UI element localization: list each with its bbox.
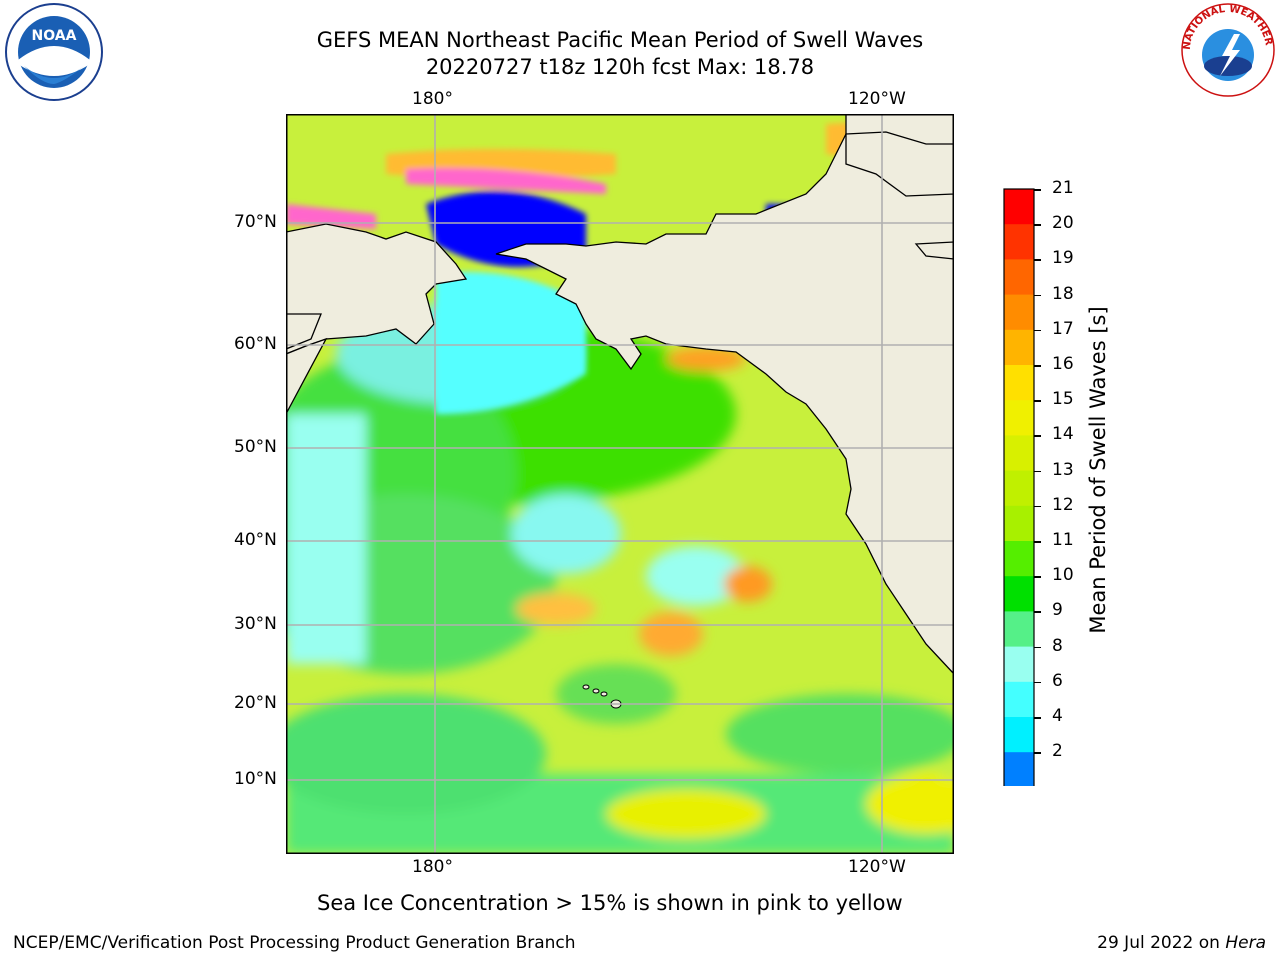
colorbar-segment xyxy=(1004,470,1034,507)
colorbar-tick-mark xyxy=(1034,259,1041,261)
swell-period-map xyxy=(286,114,954,854)
colorbar-tick-mark xyxy=(1034,189,1041,191)
colorbar-tick-label: 12 xyxy=(1052,494,1074,515)
lat-tick-70n: 70°N xyxy=(234,212,277,232)
lat-tick-30n: 30°N xyxy=(234,614,277,634)
colorbar-tick-mark xyxy=(1034,541,1041,543)
colorbar-segment xyxy=(1004,224,1034,260)
lat-tick-20n: 20°N xyxy=(234,693,277,713)
colorbar-tick-label: 13 xyxy=(1052,459,1074,480)
colorbar-tick-label: 15 xyxy=(1052,389,1074,410)
colorbar-segment xyxy=(1004,717,1034,753)
footer-machine: Hera xyxy=(1225,933,1266,953)
colorbar-tick-mark xyxy=(1034,752,1041,754)
swell-period-field xyxy=(286,304,954,854)
colorbar-segment xyxy=(1004,505,1034,542)
lat-tick-40n: 40°N xyxy=(234,530,277,550)
land-mass xyxy=(286,114,954,675)
chart-title: GEFS MEAN Northeast Pacific Mean Period … xyxy=(316,28,924,52)
colorbar-tick-mark xyxy=(1034,505,1041,508)
map-frame xyxy=(286,114,954,854)
lat-tick-10n: 10°N xyxy=(234,769,277,789)
sea-ice-caption: Sea Ice Concentration > 15% is shown in … xyxy=(317,891,903,915)
colorbar-tick-mark xyxy=(1034,435,1041,437)
colorbar-tick-mark xyxy=(1034,329,1041,332)
lon-tick-bottom-180: 180° xyxy=(412,857,453,877)
colorbar-tick-mark xyxy=(1034,224,1041,226)
colorbar-segment xyxy=(1004,646,1034,683)
colorbar-segment xyxy=(1004,681,1034,718)
colorbar-tick-label: 2 xyxy=(1052,741,1063,762)
colorbar-tick-mark xyxy=(1034,681,1041,684)
nws-logo: NATIONAL WEATHER SERVICE xyxy=(1174,0,1278,100)
colorbar-label: Mean Period of Swell Waves [s] xyxy=(1086,306,1110,634)
noaa-logo: NOAA xyxy=(4,2,104,102)
colorbar-tick-mark xyxy=(1034,365,1041,367)
colorbar-tick-label: 14 xyxy=(1052,424,1074,445)
noaa-logo-text: NOAA xyxy=(32,28,77,44)
graticule xyxy=(286,114,954,854)
colorbar-frame xyxy=(1003,188,1035,786)
footer-date: 29 Jul 2022 on Hera xyxy=(1097,933,1266,953)
colorbar-tick-label: 8 xyxy=(1052,635,1063,656)
colorbar-tick-label: 9 xyxy=(1052,600,1063,621)
colorbar-segment xyxy=(1004,259,1034,296)
lat-tick-60n: 60°N xyxy=(234,334,277,354)
colorbar-segment xyxy=(1004,294,1034,331)
colorbar-segment xyxy=(1004,752,1034,786)
colorbar-segment xyxy=(1004,576,1034,612)
colorbar-segment xyxy=(1004,541,1034,577)
colorbar-tick-label: 17 xyxy=(1052,318,1074,339)
colorbar-segment xyxy=(1004,365,1034,401)
lon-tick-top-180: 180° xyxy=(412,89,453,109)
colorbar-tick-label: 4 xyxy=(1052,706,1063,726)
colorbar-tick-label: 11 xyxy=(1052,530,1074,550)
colorbar-tick-mark xyxy=(1034,576,1041,578)
colorbar-tick-mark xyxy=(1034,611,1041,613)
colorbar-tick-label: 19 xyxy=(1052,248,1074,269)
colorbar-tick-label: 21 xyxy=(1052,178,1074,198)
footer-credit: NCEP/EMC/Verification Post Processing Pr… xyxy=(13,933,576,953)
colorbar-tick-mark xyxy=(1034,470,1041,473)
colorbar-tick-mark xyxy=(1034,400,1041,402)
colorbar-tick-label: 6 xyxy=(1052,670,1063,691)
colorbar-segment xyxy=(1004,435,1034,472)
colorbar-segment xyxy=(1004,611,1034,648)
colorbar-tick-mark xyxy=(1034,294,1041,297)
colorbar xyxy=(1003,188,1035,786)
colorbar-tick-mark xyxy=(1034,717,1041,719)
colorbar-tick-label: 10 xyxy=(1052,565,1074,586)
lon-tick-bottom-120w: 120°W xyxy=(848,857,906,877)
colorbar-tick-label: 20 xyxy=(1052,213,1074,234)
colorbar-segment xyxy=(1004,400,1034,436)
colorbar-segment xyxy=(1004,189,1034,225)
lon-tick-top-120w: 120°W xyxy=(848,89,906,109)
lat-tick-50n: 50°N xyxy=(234,437,277,457)
colorbar-segment xyxy=(1004,329,1034,366)
chart-subtitle: 20220727 t18z 120h fcst Max: 18.78 xyxy=(425,55,815,79)
footer-date-text: 29 Jul 2022 on xyxy=(1097,933,1226,953)
colorbar-tick-label: 18 xyxy=(1052,283,1074,304)
colorbar-tick-label: 16 xyxy=(1052,354,1074,374)
colorbar-tick-mark xyxy=(1034,646,1041,649)
